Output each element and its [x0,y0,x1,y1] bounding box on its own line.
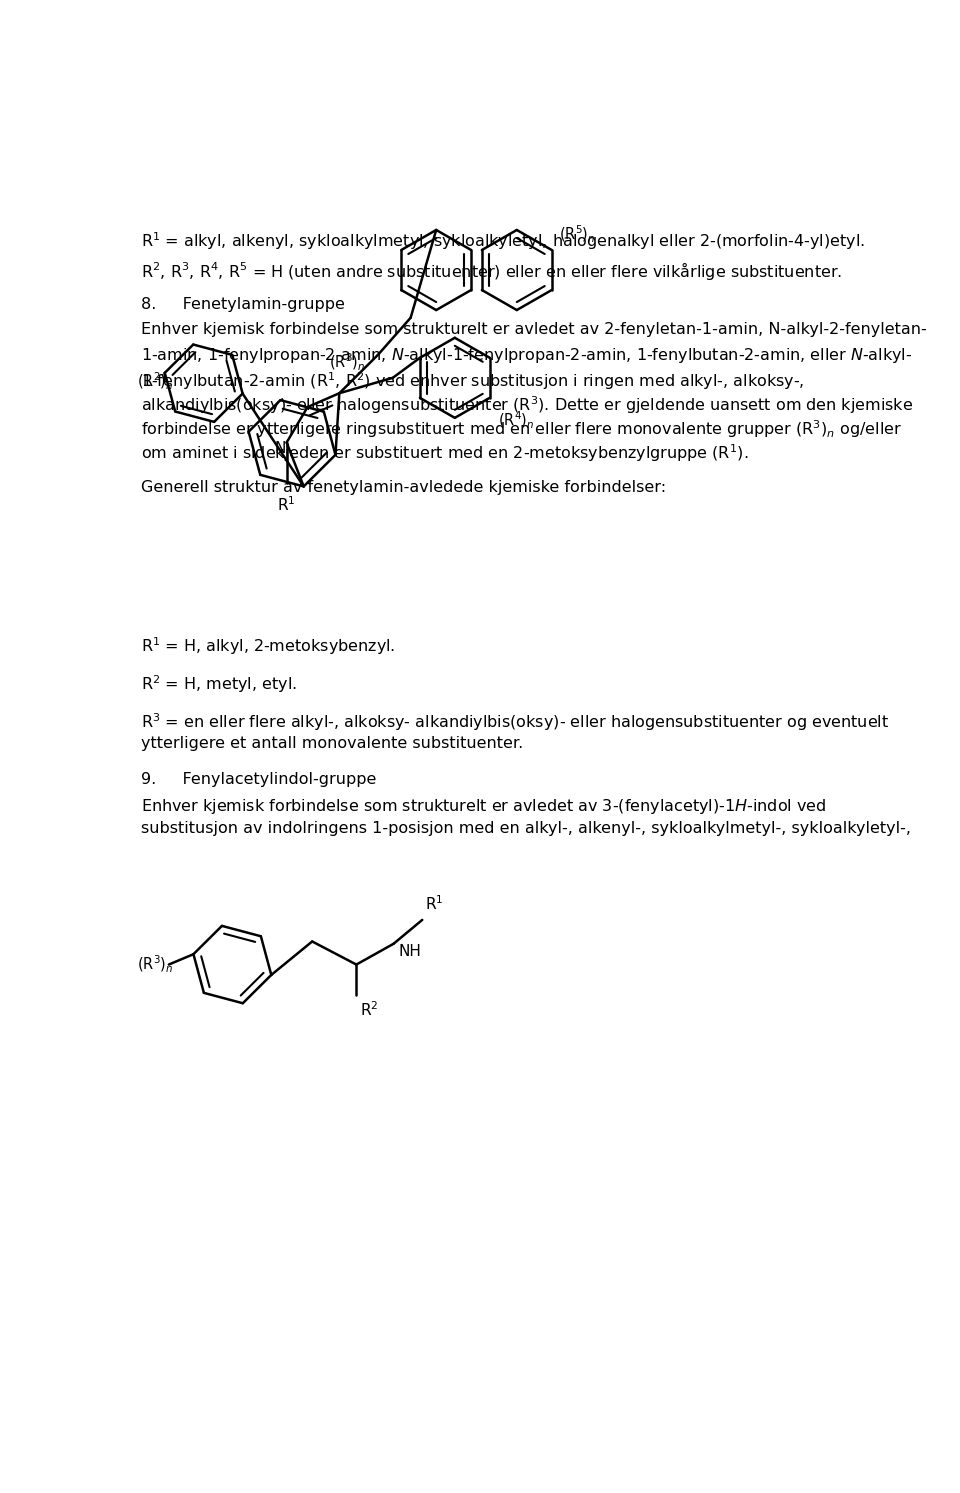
Text: 1-amin, 1-fenylpropan-2-amin, $\it{N}$-alkyl-1-fenylpropan-2-amin, 1-fenylbutan-: 1-amin, 1-fenylpropan-2-amin, $\it{N}$-a… [141,346,912,364]
Text: R$^{2}$, R$^{3}$, R$^{4}$, R$^{5}$ = H (uten andre substituenter) eller en eller: R$^{2}$, R$^{3}$, R$^{4}$, R$^{5}$ = H (… [141,260,842,282]
Text: R$^{1}$ = alkyl, alkenyl, sykloalkylmetyl, sykloalkyletyl, halogenalkyl eller 2-: R$^{1}$ = alkyl, alkenyl, sykloalkylmety… [141,230,865,252]
Text: (R$^3$)$_n$: (R$^3$)$_n$ [137,954,174,975]
Text: R$^{2}$ = H, metyl, etyl.: R$^{2}$ = H, metyl, etyl. [141,673,297,696]
Text: (R$^5$)$_n$: (R$^5$)$_n$ [560,224,596,245]
Text: R$^{3}$ = en eller flere alkyl-, alkoksy- alkandiylbis(oksy)- eller halogensubst: R$^{3}$ = en eller flere alkyl-, alkoksy… [141,712,889,733]
Text: 8.   Fenetylamin-gruppe: 8. Fenetylamin-gruppe [141,297,345,312]
Text: forbindelse er ytterligere ringsubstituert med en eller flere monovalente gruppe: forbindelse er ytterligere ringsubstitue… [141,418,901,440]
Text: Enhver kjemisk forbindelse som strukturelt er avledet av 3-(fenylacetyl)-1$\it{H: Enhver kjemisk forbindelse som strukture… [141,796,827,815]
Text: R$^1$: R$^1$ [425,894,444,914]
Text: 9.   Fenylacetylindol-gruppe: 9. Fenylacetylindol-gruppe [141,772,376,787]
Text: (R$^4$)$_n$: (R$^4$)$_n$ [498,411,535,431]
Text: substitusjon av indolringens 1-posisjon med en alkyl-, alkenyl-, sykloalkylmetyl: substitusjon av indolringens 1-posisjon … [141,821,911,836]
Text: NH: NH [399,944,421,959]
Text: om aminet i sidekjeden er substituert med en 2-metoksybenzylgruppe (R$^{1}$).: om aminet i sidekjeden er substituert me… [141,442,748,464]
Text: (R$^2$)$_n$: (R$^2$)$_n$ [137,372,174,393]
Text: N: N [275,440,286,455]
Text: Generell struktur av fenetylamin-avledede kjemiske forbindelser:: Generell struktur av fenetylamin-avleded… [141,481,666,496]
Text: ytterligere et antall monovalente substituenter.: ytterligere et antall monovalente substi… [141,736,523,751]
Text: alkandiylbis(oksy)- eller halogensubstituenter (R$^{3}$). Dette er gjeldende uan: alkandiylbis(oksy)- eller halogensubstit… [141,394,913,417]
Text: R$^1$: R$^1$ [277,494,296,514]
Text: R$^2$: R$^2$ [360,1000,378,1020]
Text: 1-fenylbutan-2-amin (R$^{1}$, R$^{2}$) ved enhver substitusjon i ringen med alky: 1-fenylbutan-2-amin (R$^{1}$, R$^{2}$) v… [141,370,804,391]
Text: (R$^3$)$_n$: (R$^3$)$_n$ [329,352,366,373]
Text: R$^{1}$ = H, alkyl, 2-metoksybenzyl.: R$^{1}$ = H, alkyl, 2-metoksybenzyl. [141,636,396,657]
Text: Enhver kjemisk forbindelse som strukturelt er avledet av 2-fenyletan-1-amin, N-a: Enhver kjemisk forbindelse som strukture… [141,321,926,337]
